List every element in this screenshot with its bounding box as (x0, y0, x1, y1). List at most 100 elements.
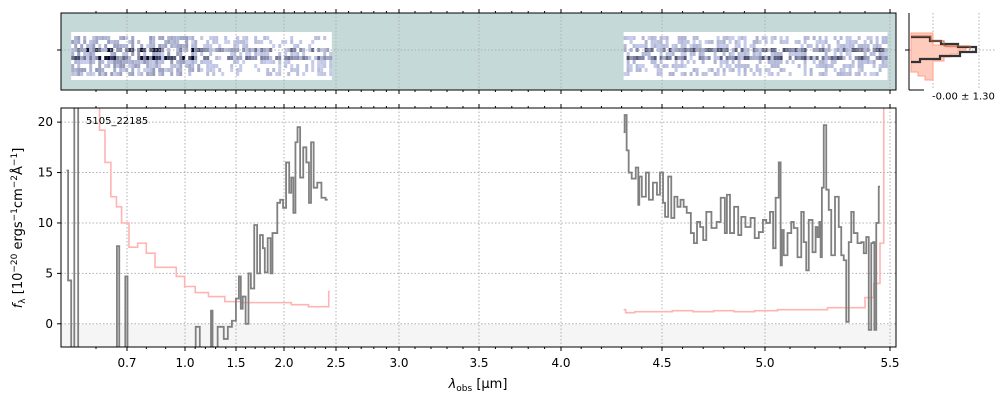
spectrum-2d-pixel (293, 48, 297, 52)
spectrum-2d-pixel (191, 52, 195, 56)
spectrum-2d-pixel (884, 40, 888, 44)
spectrum-2d-pixel (722, 40, 726, 44)
spectrum-2d-pixel (821, 48, 825, 52)
spectrum-2d-pixel (170, 60, 174, 64)
main-plot: 0.7 1.0 1.5 2.0 2.5 3.0 3.5 4.0 4.5 5.0 5.5 0 5 10 15… (10, 104, 900, 394)
spectrum-2d-pixel (818, 64, 822, 68)
spectrum-2d-pixel (731, 56, 735, 60)
spectrum-2d-pixel (698, 44, 702, 48)
spectrum-2d-pixel (716, 36, 720, 40)
error-series-line (98, 108, 330, 308)
spectrum-2d-pixel (254, 40, 258, 44)
spectrum-2d-pixel (155, 52, 159, 56)
spectrum-2d-pixel (299, 56, 303, 60)
spectrum-2d-pixel (137, 72, 141, 76)
spectrum-2d-pixel (860, 56, 864, 60)
spectrum-2d-pixel (74, 68, 78, 72)
spectrum-2d-pixel (785, 36, 789, 40)
spectrum-2d-pixel (866, 48, 870, 52)
spectrum-2d-pixel (659, 40, 663, 44)
spectrum-2d-pixel (86, 52, 90, 56)
spectrum-2d-pixel (320, 60, 324, 64)
spectrum-2d-pixel (872, 64, 876, 68)
spectrum-2d-pixel (734, 40, 738, 44)
spectrum-2d-pixel (707, 40, 711, 44)
spectrum-2d-pixel (698, 52, 702, 56)
spectrum-2d-pixel (683, 56, 687, 60)
spectrum-2d-pixel (323, 60, 327, 64)
spectrum-2d-pixel (98, 36, 102, 40)
spectrum-2d-pixel (122, 44, 126, 48)
spectrum-2d-pixel (824, 72, 828, 76)
spectrum-2d-pixel (71, 72, 75, 76)
spectrum-2d-pixel (752, 56, 756, 60)
spectrum-2d-pixel (152, 68, 156, 72)
spectrum-2d-pixel (839, 56, 843, 60)
spectrum-2d-pixel (863, 48, 867, 52)
spectrum-2d-pixel (770, 52, 774, 56)
spectrum-2d-pixel (203, 60, 207, 64)
spectrum-2d-pixel (272, 44, 276, 48)
spectrum-2d-pixel (236, 68, 240, 72)
spectrum-2d-pixel (179, 36, 183, 40)
flux-series-line (210, 126, 328, 347)
spectrum-2d-pixel (188, 68, 192, 72)
spectrum-2d-pixel (788, 56, 792, 60)
spectrum-2d-pixel (233, 40, 237, 44)
spectrum-2d-pixel (170, 64, 174, 68)
spectrum-2d-pixel (143, 60, 147, 64)
spectrum-2d-pixel (662, 64, 666, 68)
spectrum-2d-pixel (116, 64, 120, 68)
spectrum-2d-pixel (329, 72, 333, 76)
spectrum-2d-pixel (164, 40, 168, 44)
spectrum-2d-pixel (755, 68, 759, 72)
spectrum-2d-pixel (188, 36, 192, 40)
spectrum-2d-pixel (839, 44, 843, 48)
spectrum-2d-pixel (722, 68, 726, 72)
spectrum-2d-pixel (635, 64, 639, 68)
spectrum-2d-pixel (719, 48, 723, 52)
spectrum-2d-pixel (191, 60, 195, 64)
spectrum-2d-pixel (815, 44, 819, 48)
spectrum-2d-pixel (314, 56, 318, 60)
spectrum-2d-pixel (206, 72, 210, 76)
spectrum-2d-pixel (185, 64, 189, 68)
spectrum-2d-pixel (311, 40, 315, 44)
spectrum-2d-pixel (686, 60, 690, 64)
spectrum-2d-pixel (254, 56, 258, 60)
spectrum-2d-pixel (815, 40, 819, 44)
spectrum-2d-pixel (770, 36, 774, 40)
spectrum-2d-pixel (707, 56, 711, 60)
spectrum-2d-pixel (263, 52, 267, 56)
spectrum-2d-pixel (209, 36, 213, 40)
x-label-sub: obs (456, 384, 472, 394)
spectrum-2d-pixel (770, 64, 774, 68)
spectrum-2d-pixel (737, 64, 741, 68)
spectrum-2d-pixel (626, 52, 630, 56)
spectrum-2d-pixel (80, 68, 84, 72)
spectrum-2d-pixel (749, 56, 753, 60)
y-tick-label: 5 (45, 266, 53, 280)
spectrum-2d-pixel (683, 40, 687, 44)
spectrum-2d-pixel (779, 40, 783, 44)
series-layer (66, 108, 885, 347)
spectrum-2d-pixel (650, 44, 654, 48)
spectrum-2d-pixel (158, 72, 162, 76)
spectrum-2d-pixel (188, 72, 192, 76)
spectrum-2d-pixel (812, 60, 816, 64)
spectrum-2d-pixel (680, 72, 684, 76)
spectrum-2d-pixel (206, 44, 210, 48)
spectrum-2d-pixel (743, 56, 747, 60)
spectrum-2d-pixel (791, 52, 795, 56)
spectrum-2d-pixel (857, 44, 861, 48)
spectrum-2d-pixel (842, 64, 846, 68)
spectrum-2d-pixel (230, 64, 234, 68)
spectrum-2d-pixel (851, 44, 855, 48)
spectrum-2d-pixel (170, 56, 174, 60)
spectrum-2d-pixel (806, 56, 810, 60)
spectrum-2d-pixel (212, 48, 216, 52)
spectrum-2d-pixel (797, 64, 801, 68)
spectrum-2d-pixel (116, 40, 120, 44)
spectrum-2d-pixel (632, 60, 636, 64)
spectrum-2d-pixel (110, 56, 114, 60)
